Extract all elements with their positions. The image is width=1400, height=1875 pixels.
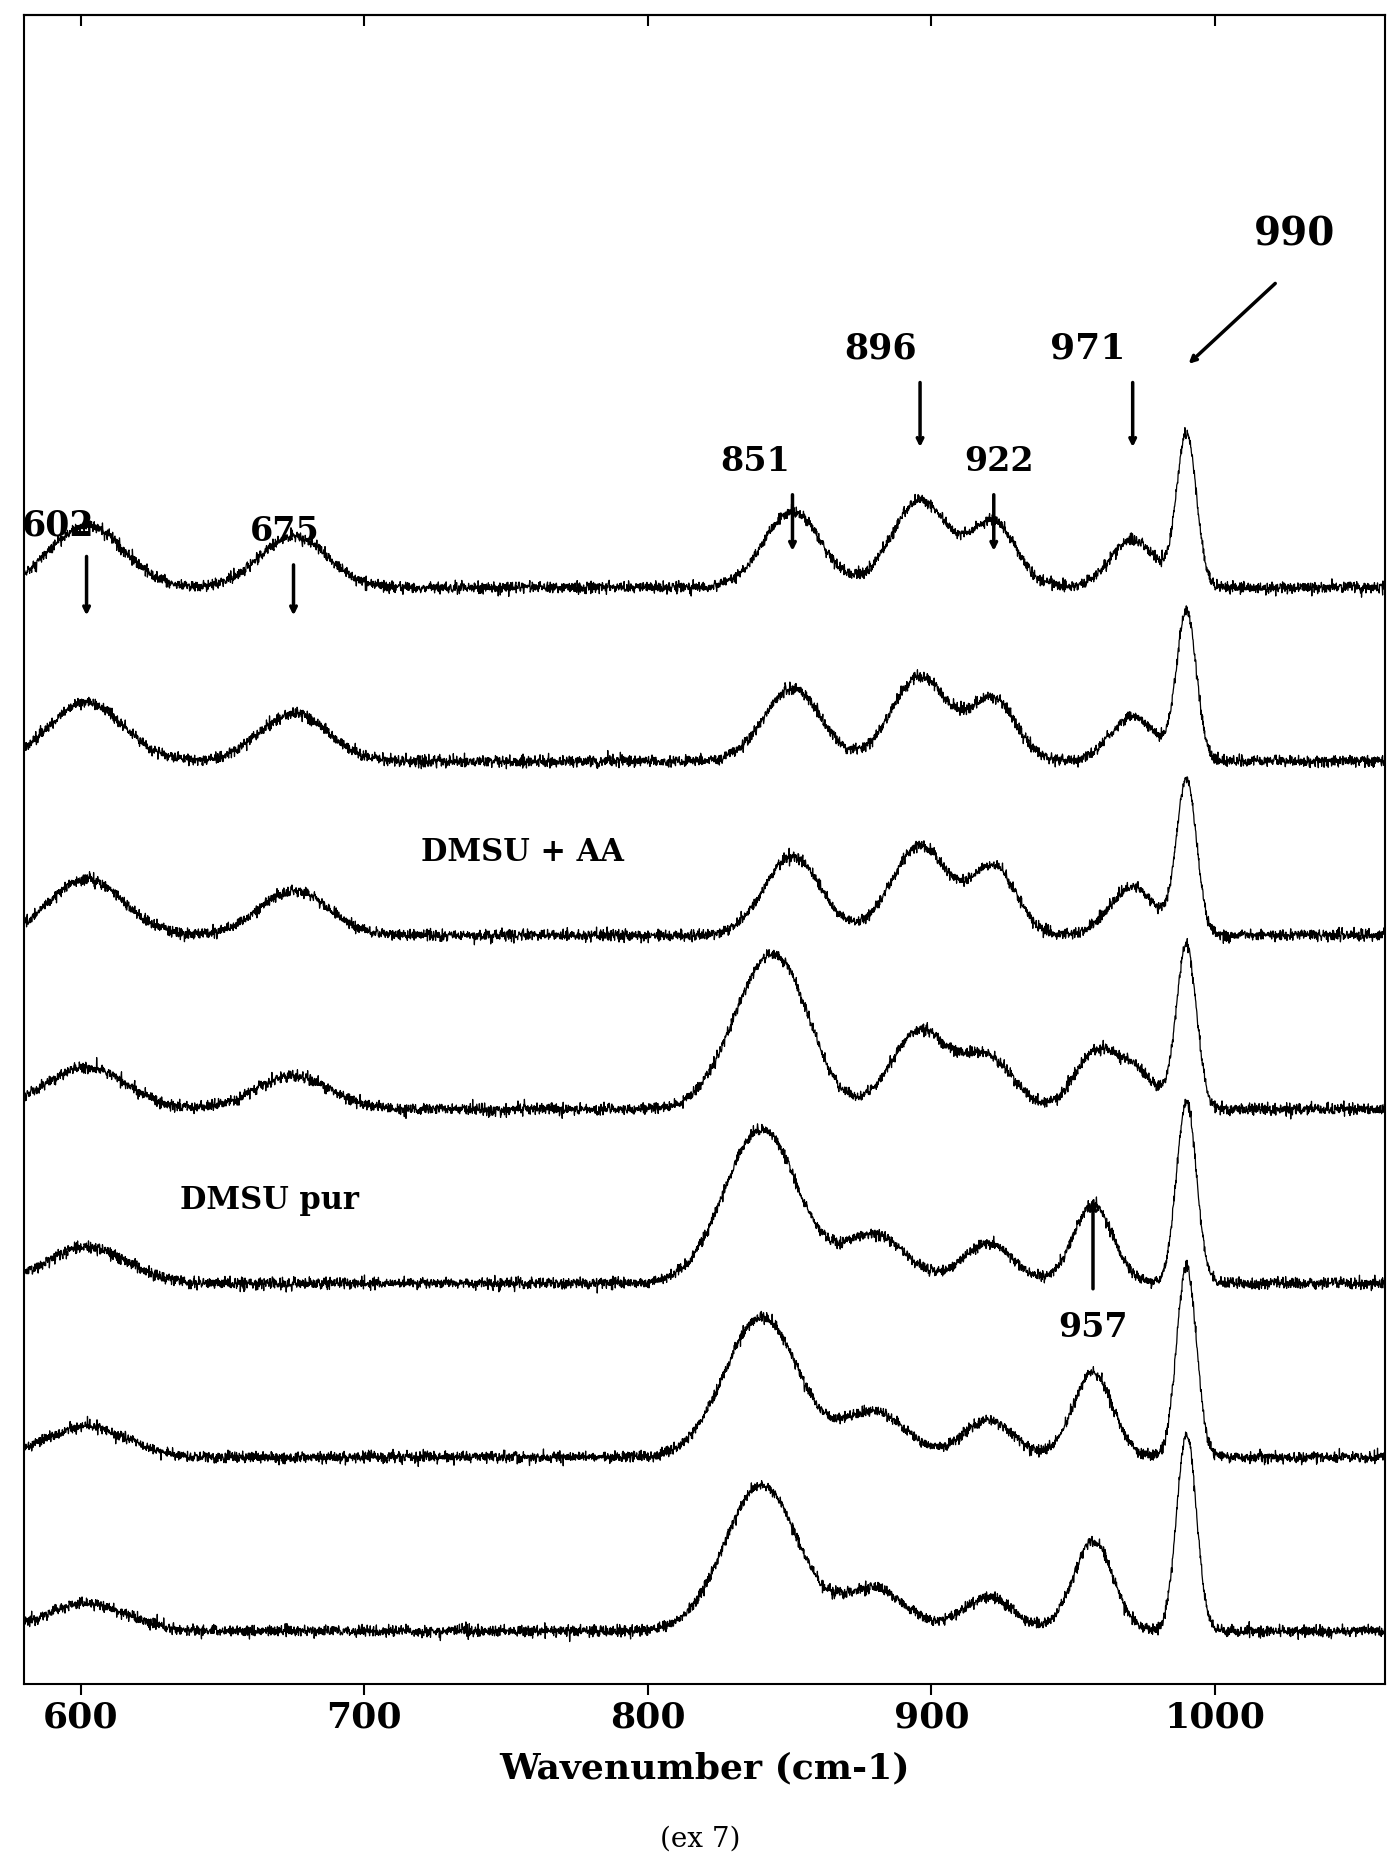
- Text: 675: 675: [251, 516, 319, 547]
- Text: DMSU pur: DMSU pur: [181, 1185, 360, 1215]
- Text: 851: 851: [721, 444, 791, 478]
- Text: (ex 7): (ex 7): [659, 1826, 741, 1852]
- X-axis label: Wavenumber (cm-1): Wavenumber (cm-1): [500, 1751, 910, 1785]
- Text: 922: 922: [965, 444, 1035, 478]
- Text: 990: 990: [1253, 216, 1336, 253]
- Text: 957: 957: [1058, 1311, 1128, 1344]
- Text: 602: 602: [22, 508, 95, 542]
- Text: 971: 971: [1050, 332, 1126, 366]
- Text: DMSU + AA: DMSU + AA: [421, 836, 624, 868]
- Text: 896: 896: [844, 332, 917, 366]
